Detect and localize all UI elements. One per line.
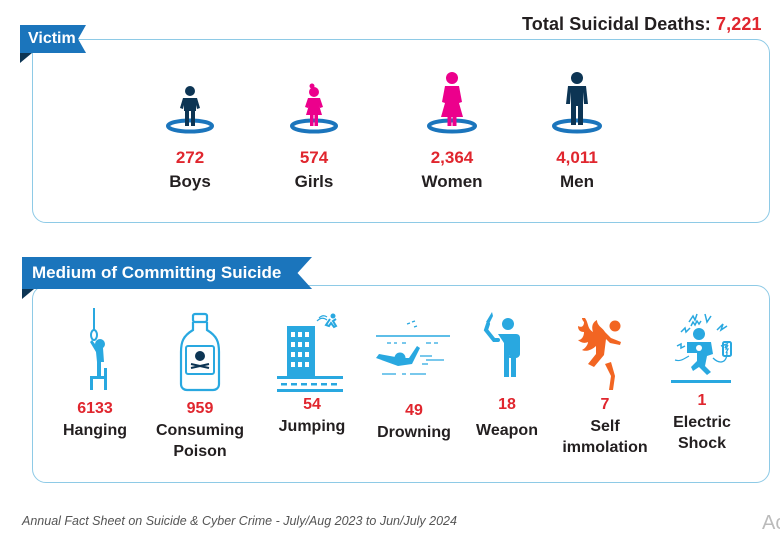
fire-person-icon <box>578 318 621 390</box>
victim-label: Men <box>560 172 594 191</box>
medium-value: 1 <box>697 392 707 409</box>
medium-panel <box>32 285 770 483</box>
poison-bottle-icon <box>179 312 221 392</box>
medium-label: Drowning <box>377 424 451 441</box>
victim-value: 2,364 <box>430 148 474 167</box>
drowning-icon <box>376 320 450 375</box>
weapon-knife-icon <box>483 312 520 377</box>
medium-label: Hanging <box>63 422 127 439</box>
medium-value: 6133 <box>77 400 113 417</box>
watermark-text: Ac <box>762 512 780 534</box>
total-deaths-value: 7,221 <box>716 14 762 34</box>
girl-icon <box>290 83 338 134</box>
man-icon <box>552 72 602 134</box>
jumping-building-icon <box>277 313 343 392</box>
victim-label: Girls <box>294 172 334 191</box>
electric-shock-icon <box>671 313 732 383</box>
victim-value: 4,011 <box>556 148 598 167</box>
medium-item-electric-shock: 1 Electric Shock <box>652 308 752 454</box>
medium-item-self-immolation: 7 Self immolation <box>555 314 655 458</box>
victim-label: Boys <box>169 172 211 191</box>
victim-value: 574 <box>299 148 329 167</box>
victim-item-men: 4,011 Men <box>522 70 632 192</box>
victim-item-boys: 272 Boys <box>135 82 245 192</box>
medium-item-poison: 959 Consuming Poison <box>150 312 250 462</box>
medium-item-drowning: 49 Drowning <box>364 318 464 443</box>
victim-item-women: 2,364 Women <box>397 70 507 192</box>
victim-label: Women <box>421 172 483 191</box>
medium-label: Poison <box>173 443 227 460</box>
medium-section-title: Medium of Committing Suicide <box>22 257 312 289</box>
medium-value: 959 <box>186 400 214 417</box>
boy-icon <box>166 86 214 134</box>
medium-label: Consuming <box>156 422 244 439</box>
medium-value: 18 <box>498 396 516 413</box>
medium-label: immolation <box>562 439 648 456</box>
medium-item-weapon: 18 Weapon <box>457 312 557 441</box>
medium-item-jumping: 54 Jumping <box>262 312 362 437</box>
medium-value: 54 <box>303 396 321 413</box>
medium-label: Jumping <box>278 418 346 435</box>
medium-label: Self <box>590 418 620 435</box>
total-deaths-label: Total Suicidal Deaths: <box>522 14 711 34</box>
footer-caption: Annual Fact Sheet on Suicide & Cyber Cri… <box>22 514 457 528</box>
ribbon-fold <box>22 289 34 299</box>
medium-label: Shock <box>677 435 726 452</box>
hanging-icon <box>90 308 107 390</box>
victim-value: 272 <box>175 148 205 167</box>
medium-label: Weapon <box>476 422 538 439</box>
victim-item-girls: 574 Girls <box>259 82 369 192</box>
victim-panel <box>32 39 770 223</box>
medium-label: Electric <box>673 414 731 431</box>
ribbon-fold <box>20 53 32 63</box>
woman-icon <box>427 72 477 134</box>
total-deaths: Total Suicidal Deaths: 7,221 <box>522 14 762 35</box>
medium-item-hanging: 6133 Hanging <box>45 308 145 441</box>
medium-value: 7 <box>600 396 610 413</box>
medium-value: 49 <box>405 402 423 419</box>
victim-section-title: Victim <box>20 25 86 53</box>
